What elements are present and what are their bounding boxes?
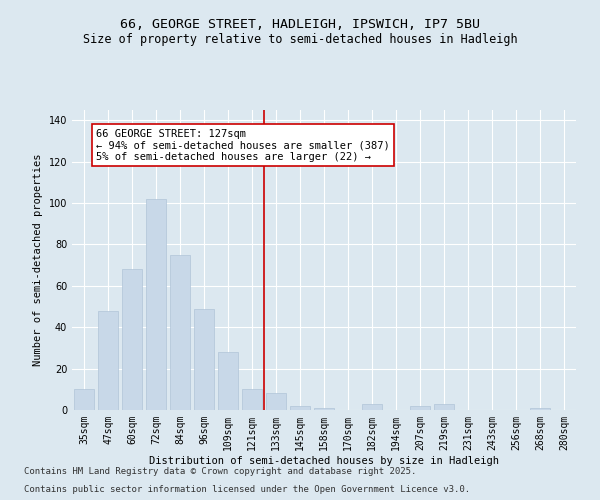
Bar (218, 352, 238, 410)
Bar (242, 390, 262, 410)
Bar (530, 408, 550, 410)
Bar (410, 406, 430, 410)
Bar (434, 404, 454, 410)
Bar (122, 270, 142, 410)
Text: Size of property relative to semi-detached houses in Hadleigh: Size of property relative to semi-detach… (83, 32, 517, 46)
X-axis label: Distribution of semi-detached houses by size in Hadleigh: Distribution of semi-detached houses by … (149, 456, 499, 466)
Bar (290, 406, 310, 410)
Bar (266, 394, 286, 410)
Bar (314, 408, 334, 410)
Bar (362, 404, 382, 410)
Text: Contains public sector information licensed under the Open Government Licence v3: Contains public sector information licen… (24, 485, 470, 494)
Text: 66 GEORGE STREET: 127sqm
← 94% of semi-detached houses are smaller (387)
5% of s: 66 GEORGE STREET: 127sqm ← 94% of semi-d… (96, 128, 390, 162)
Text: 66, GEORGE STREET, HADLEIGH, IPSWICH, IP7 5BU: 66, GEORGE STREET, HADLEIGH, IPSWICH, IP… (120, 18, 480, 30)
Y-axis label: Number of semi-detached properties: Number of semi-detached properties (33, 154, 43, 366)
Bar (74, 390, 94, 410)
Bar (98, 310, 118, 410)
Text: Contains HM Land Registry data © Crown copyright and database right 2025.: Contains HM Land Registry data © Crown c… (24, 467, 416, 476)
Bar (170, 255, 190, 410)
Bar (146, 199, 166, 410)
Bar (194, 308, 214, 410)
